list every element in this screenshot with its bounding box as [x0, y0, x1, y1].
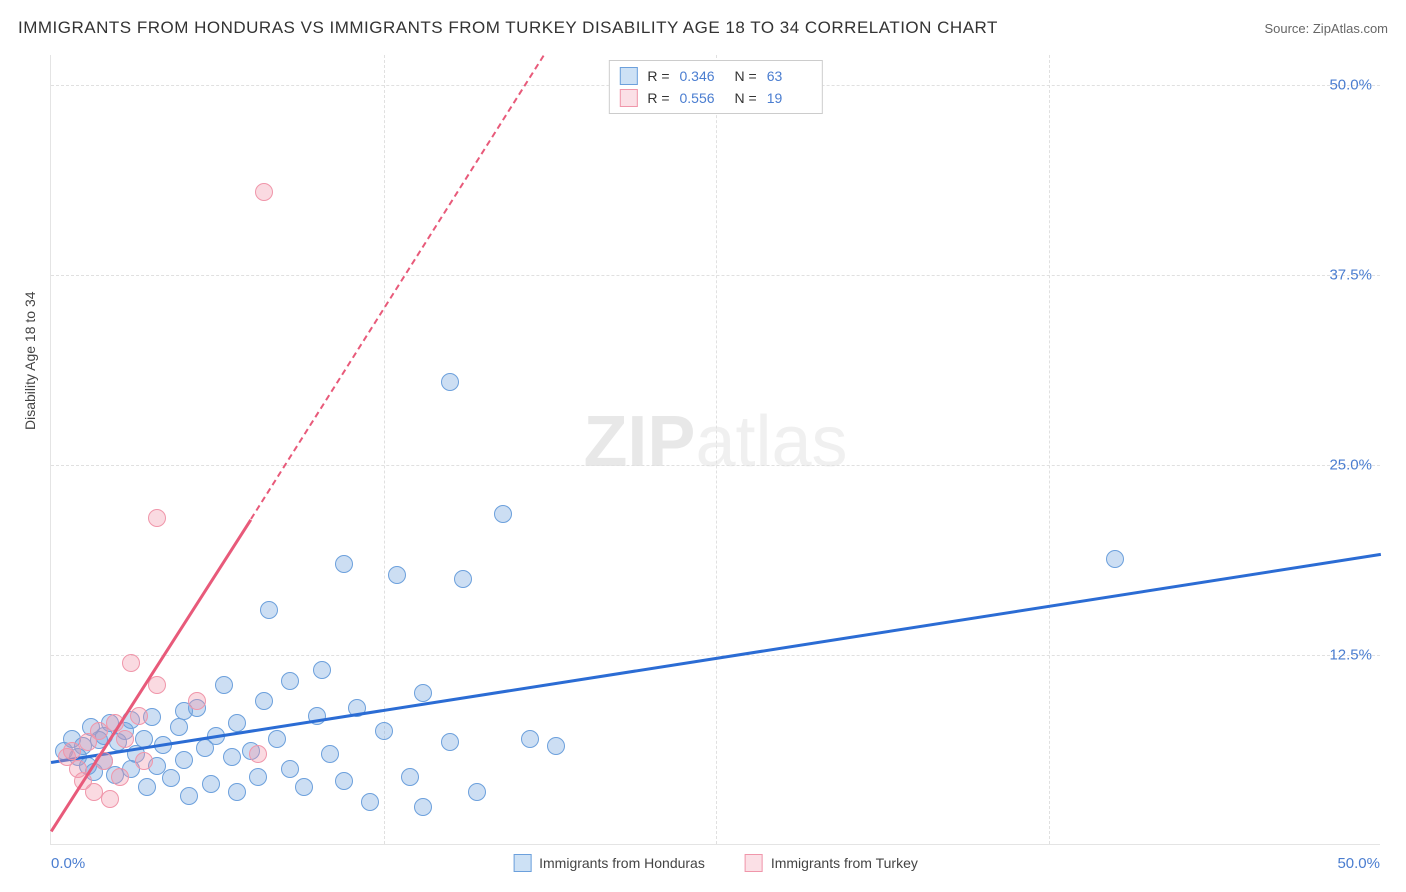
y-axis-title: Disability Age 18 to 34 [22, 291, 38, 430]
y-tick-label: 50.0% [1329, 77, 1380, 94]
scatter-point [454, 570, 472, 588]
scatter-point [249, 768, 267, 786]
legend-swatch [513, 854, 531, 872]
scatter-point [388, 566, 406, 584]
y-tick-label: 12.5% [1329, 647, 1380, 664]
scatter-point [1106, 550, 1124, 568]
gridline-v [716, 55, 717, 844]
stat-n-label: N = [735, 68, 757, 84]
stat-n-label: N = [735, 90, 757, 106]
stat-n-value: 63 [767, 68, 812, 84]
scatter-point [228, 783, 246, 801]
legend-label: Immigrants from Turkey [771, 855, 918, 871]
stat-n-value: 19 [767, 90, 812, 106]
x-tick-label: 0.0% [51, 855, 85, 872]
scatter-point [116, 730, 134, 748]
scatter-point [223, 748, 241, 766]
series-swatch [619, 67, 637, 85]
source-label: Source: ZipAtlas.com [1264, 21, 1388, 36]
stats-box: R = 0.346 N = 63 R = 0.556 N = 19 [608, 60, 822, 114]
scatter-point [188, 692, 206, 710]
scatter-point [148, 509, 166, 527]
scatter-point [547, 737, 565, 755]
scatter-point [321, 745, 339, 763]
series-swatch [619, 89, 637, 107]
stat-r-value: 0.556 [680, 90, 725, 106]
trend-line [250, 55, 544, 519]
legend-swatch [745, 854, 763, 872]
scatter-point [175, 751, 193, 769]
scatter-point [521, 730, 539, 748]
scatter-point [295, 778, 313, 796]
legend: Immigrants from Honduras Immigrants from … [513, 854, 918, 872]
scatter-point [313, 661, 331, 679]
scatter-point [361, 793, 379, 811]
scatter-point [468, 783, 486, 801]
scatter-point [255, 692, 273, 710]
scatter-point [130, 707, 148, 725]
scatter-point [441, 733, 459, 751]
scatter-point [111, 768, 129, 786]
chart-title: IMMIGRANTS FROM HONDURAS VS IMMIGRANTS F… [18, 18, 998, 38]
scatter-point [215, 676, 233, 694]
scatter-point [135, 752, 153, 770]
scatter-point [63, 742, 81, 760]
scatter-point [414, 684, 432, 702]
scatter-point [414, 798, 432, 816]
scatter-point [268, 730, 286, 748]
gridline-v [1049, 55, 1050, 844]
scatter-point [260, 601, 278, 619]
scatter-point [335, 772, 353, 790]
scatter-point [281, 672, 299, 690]
scatter-point [375, 722, 393, 740]
scatter-point [494, 505, 512, 523]
stats-row: R = 0.346 N = 63 [619, 65, 811, 87]
scatter-point [202, 775, 220, 793]
scatter-point [441, 373, 459, 391]
scatter-point [281, 760, 299, 778]
scatter-point [148, 676, 166, 694]
scatter-point [162, 769, 180, 787]
stat-r-value: 0.346 [680, 68, 725, 84]
chart-area: ZIPatlas 12.5%25.0%37.5%50.0%0.0%50.0%R … [50, 55, 1380, 845]
scatter-point [122, 654, 140, 672]
legend-label: Immigrants from Honduras [539, 855, 705, 871]
legend-item: Immigrants from Honduras [513, 854, 705, 872]
scatter-point [401, 768, 419, 786]
legend-item: Immigrants from Turkey [745, 854, 918, 872]
scatter-point [335, 555, 353, 573]
stat-r-label: R = [647, 68, 669, 84]
stat-r-label: R = [647, 90, 669, 106]
scatter-point [138, 778, 156, 796]
scatter-point [249, 745, 267, 763]
plot-region: ZIPatlas 12.5%25.0%37.5%50.0%0.0%50.0%R … [50, 55, 1380, 845]
y-tick-label: 37.5% [1329, 267, 1380, 284]
scatter-point [180, 787, 198, 805]
scatter-point [255, 183, 273, 201]
y-tick-label: 25.0% [1329, 457, 1380, 474]
scatter-point [101, 790, 119, 808]
stats-row: R = 0.556 N = 19 [619, 87, 811, 109]
x-tick-label: 50.0% [1337, 855, 1380, 872]
